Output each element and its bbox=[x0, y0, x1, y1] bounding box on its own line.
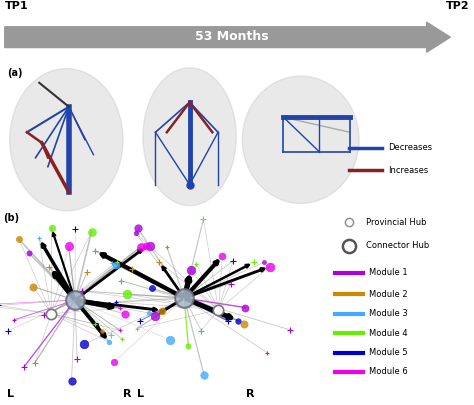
Point bbox=[128, 266, 136, 273]
Point bbox=[106, 339, 113, 345]
Text: Module 5: Module 5 bbox=[369, 348, 407, 357]
Point bbox=[48, 225, 55, 231]
Text: Module 3: Module 3 bbox=[369, 309, 408, 318]
Text: L: L bbox=[137, 389, 144, 399]
Text: Module 2: Module 2 bbox=[369, 290, 407, 299]
Point bbox=[134, 225, 142, 232]
Point bbox=[250, 259, 257, 266]
Point bbox=[0, 302, 3, 309]
Point bbox=[31, 360, 38, 366]
Point bbox=[235, 318, 242, 324]
Point bbox=[158, 307, 166, 314]
Point bbox=[65, 243, 73, 249]
Point bbox=[163, 244, 171, 250]
Text: TP2: TP2 bbox=[446, 0, 469, 11]
Text: R: R bbox=[123, 389, 131, 399]
Point bbox=[181, 295, 188, 301]
Point bbox=[142, 243, 150, 249]
Point bbox=[123, 291, 131, 297]
Point bbox=[110, 359, 118, 365]
Point bbox=[72, 225, 79, 232]
Point bbox=[113, 258, 120, 265]
Text: 53 Months: 53 Months bbox=[195, 30, 269, 43]
Point bbox=[148, 285, 156, 292]
Point bbox=[107, 331, 115, 338]
Point bbox=[25, 249, 32, 256]
Point bbox=[229, 258, 237, 264]
Text: (b): (b) bbox=[3, 213, 19, 222]
Point bbox=[345, 219, 353, 226]
Point bbox=[46, 264, 53, 270]
Point bbox=[137, 243, 145, 250]
Text: Module 6: Module 6 bbox=[369, 367, 408, 377]
Text: Increases: Increases bbox=[388, 166, 428, 175]
Point bbox=[47, 310, 55, 317]
Point bbox=[15, 236, 23, 242]
Point bbox=[155, 259, 163, 265]
Text: TP1: TP1 bbox=[5, 0, 28, 11]
Point bbox=[197, 327, 205, 334]
Point bbox=[186, 181, 193, 188]
Point bbox=[71, 297, 79, 303]
Point bbox=[260, 259, 267, 266]
Point bbox=[20, 364, 27, 370]
Ellipse shape bbox=[9, 68, 123, 211]
Point bbox=[118, 335, 125, 342]
Point bbox=[83, 269, 91, 275]
Text: Connector Hub: Connector Hub bbox=[366, 241, 429, 250]
Point bbox=[133, 325, 141, 332]
Point bbox=[91, 321, 99, 328]
Point bbox=[264, 349, 271, 356]
Point bbox=[146, 243, 154, 249]
Point bbox=[98, 328, 106, 335]
Point bbox=[88, 228, 95, 235]
Text: Module 1: Module 1 bbox=[369, 268, 407, 277]
Point bbox=[68, 377, 75, 384]
Point bbox=[215, 307, 222, 313]
FancyArrow shape bbox=[5, 22, 450, 52]
Text: Module 4: Module 4 bbox=[369, 328, 407, 338]
Point bbox=[146, 310, 153, 316]
Ellipse shape bbox=[143, 68, 236, 206]
Point bbox=[91, 247, 99, 254]
Point bbox=[184, 343, 192, 349]
Point bbox=[227, 281, 234, 287]
Text: Decreases: Decreases bbox=[388, 143, 432, 152]
Point bbox=[122, 311, 129, 318]
Point bbox=[112, 299, 119, 305]
Point bbox=[224, 318, 231, 324]
Point bbox=[112, 261, 120, 268]
Point bbox=[151, 313, 159, 319]
Point bbox=[117, 277, 125, 284]
Point bbox=[116, 327, 124, 333]
Point bbox=[109, 260, 116, 266]
Point bbox=[29, 284, 37, 290]
Point bbox=[219, 253, 226, 259]
Point bbox=[240, 320, 248, 327]
Point bbox=[136, 318, 143, 324]
Text: (a): (a) bbox=[7, 68, 23, 78]
Text: Provincial Hub: Provincial Hub bbox=[366, 218, 427, 227]
Point bbox=[166, 337, 174, 343]
Point bbox=[80, 341, 88, 347]
Point bbox=[200, 215, 207, 222]
Point bbox=[192, 260, 200, 267]
Text: L: L bbox=[7, 389, 14, 399]
Text: R: R bbox=[246, 389, 254, 399]
Point bbox=[242, 305, 249, 311]
Point bbox=[266, 264, 273, 270]
Point bbox=[10, 317, 18, 323]
Point bbox=[286, 326, 294, 333]
Point bbox=[78, 288, 86, 294]
Point bbox=[187, 266, 195, 273]
Point bbox=[4, 328, 12, 334]
Point bbox=[73, 356, 81, 362]
Point bbox=[117, 305, 124, 311]
Point bbox=[35, 235, 43, 242]
Point bbox=[132, 230, 139, 236]
Point bbox=[201, 372, 208, 378]
Point bbox=[345, 242, 353, 249]
Ellipse shape bbox=[242, 76, 359, 203]
Point bbox=[40, 312, 48, 318]
